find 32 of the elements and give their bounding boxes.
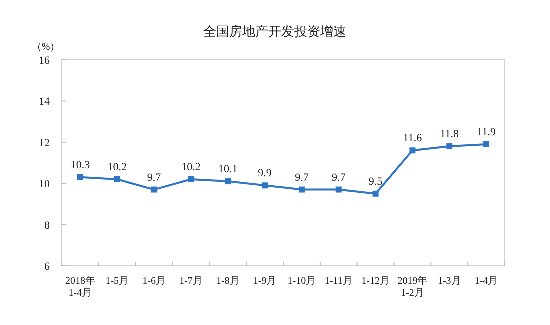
data-label: 10.2 bbox=[108, 161, 127, 174]
data-label: 11.9 bbox=[477, 126, 496, 138]
ytick: 16 bbox=[39, 55, 50, 67]
xtick: 1-8月 bbox=[216, 276, 240, 287]
xtick: 1-10月 bbox=[288, 276, 316, 287]
data-label: 9.9 bbox=[258, 168, 272, 180]
xtick: 1-9月 bbox=[253, 276, 277, 287]
ytick: 10 bbox=[39, 178, 50, 191]
data-label: 9.7 bbox=[332, 172, 346, 184]
data-label: 11.6 bbox=[403, 132, 422, 145]
ylabel: （%） bbox=[32, 42, 60, 53]
data-label: 11.8 bbox=[440, 128, 460, 141]
xtick: 2018年 1-4月 bbox=[65, 276, 96, 299]
xtick: 1-11月 bbox=[324, 276, 353, 287]
xtick: 1-4月 bbox=[474, 276, 498, 287]
xtick: 1-3月 bbox=[438, 276, 462, 287]
data-label: 9.5 bbox=[368, 176, 383, 188]
data-label: 9.7 bbox=[295, 172, 309, 184]
ytick: 14 bbox=[39, 96, 50, 108]
ytick: 12 bbox=[39, 137, 50, 150]
xtick: 2019年 1-2月 bbox=[398, 276, 428, 299]
ytick: 6 bbox=[44, 261, 50, 273]
data-label: 10.1 bbox=[218, 164, 238, 176]
data-label: 10.3 bbox=[70, 159, 90, 172]
title: 全国房地产开发投资增速 bbox=[204, 24, 346, 39]
data-label: 9.7 bbox=[147, 172, 162, 184]
xtick: 1-6月 bbox=[142, 276, 166, 287]
xtick: 1-7月 bbox=[180, 276, 203, 287]
xtick: 1-5月 bbox=[106, 276, 130, 287]
xtick: 1-12月 bbox=[362, 276, 390, 287]
data-label: 10.2 bbox=[182, 161, 201, 174]
ytick: 8 bbox=[44, 220, 50, 232]
